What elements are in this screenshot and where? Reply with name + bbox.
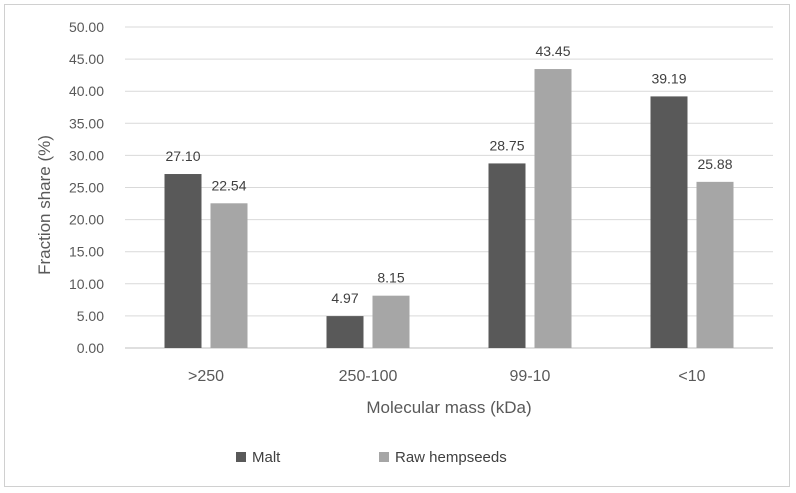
bar-raw-hempseeds	[534, 69, 572, 349]
bar-malt	[488, 163, 526, 348]
legend-swatch-malt	[236, 452, 246, 462]
legend-label-malt: Malt	[252, 449, 281, 466]
data-label-malt: 27.10	[165, 148, 200, 164]
y-tick-label: 10.00	[69, 276, 104, 292]
y-tick-label: 50.00	[69, 19, 104, 35]
y-tick-label: 45.00	[69, 51, 104, 67]
x-axis-ticks: >250 250-100 99-10 <10	[188, 368, 706, 385]
bar-raw-hempseeds	[696, 181, 734, 348]
x-axis-title: Molecular mass (kDa)	[366, 398, 531, 417]
data-labels: 27.10 22.54 4.97 8.15 28.75 43.45 39.19 25.88	[165, 43, 732, 306]
y-tick-label: 35.00	[69, 115, 104, 131]
bar-malt	[326, 316, 364, 348]
y-tick-label: 30.00	[69, 147, 104, 163]
bar-raw-hempseeds	[372, 295, 410, 348]
y-tick-label: 40.00	[69, 83, 104, 99]
y-tick-label: 5.00	[77, 308, 104, 324]
y-tick-label: 20.00	[69, 212, 104, 228]
data-label-raw-hempseeds: 8.15	[377, 270, 404, 286]
data-label-raw-hempseeds: 22.54	[211, 177, 246, 193]
data-label-raw-hempseeds: 43.45	[535, 43, 570, 59]
x-tick-label: 250-100	[339, 368, 398, 385]
x-tick-label: >250	[188, 368, 224, 385]
y-axis-ticks: 0.00 5.00 10.00 15.00 20.00 25.00 30.00 35.00 40…	[69, 19, 104, 356]
bars	[164, 69, 734, 349]
bar-malt	[650, 96, 688, 348]
y-axis-title: Fraction share (%)	[35, 135, 54, 275]
data-label-malt: 39.19	[651, 70, 686, 86]
data-label-malt: 4.97	[331, 290, 358, 306]
data-label-raw-hempseeds: 25.88	[697, 156, 732, 172]
legend-swatch-raw-hempseeds	[379, 452, 389, 462]
x-tick-label: <10	[678, 368, 705, 385]
data-label-malt: 28.75	[489, 137, 524, 153]
y-tick-label: 25.00	[69, 180, 104, 196]
legend: Malt Raw hempseeds	[236, 449, 507, 466]
bar-raw-hempseeds	[210, 203, 248, 348]
y-tick-label: 0.00	[77, 340, 104, 356]
bar-malt	[164, 174, 202, 348]
legend-label-raw-hempseeds: Raw hempseeds	[395, 449, 507, 466]
y-tick-label: 15.00	[69, 244, 104, 260]
x-tick-label: 99-10	[510, 368, 551, 385]
